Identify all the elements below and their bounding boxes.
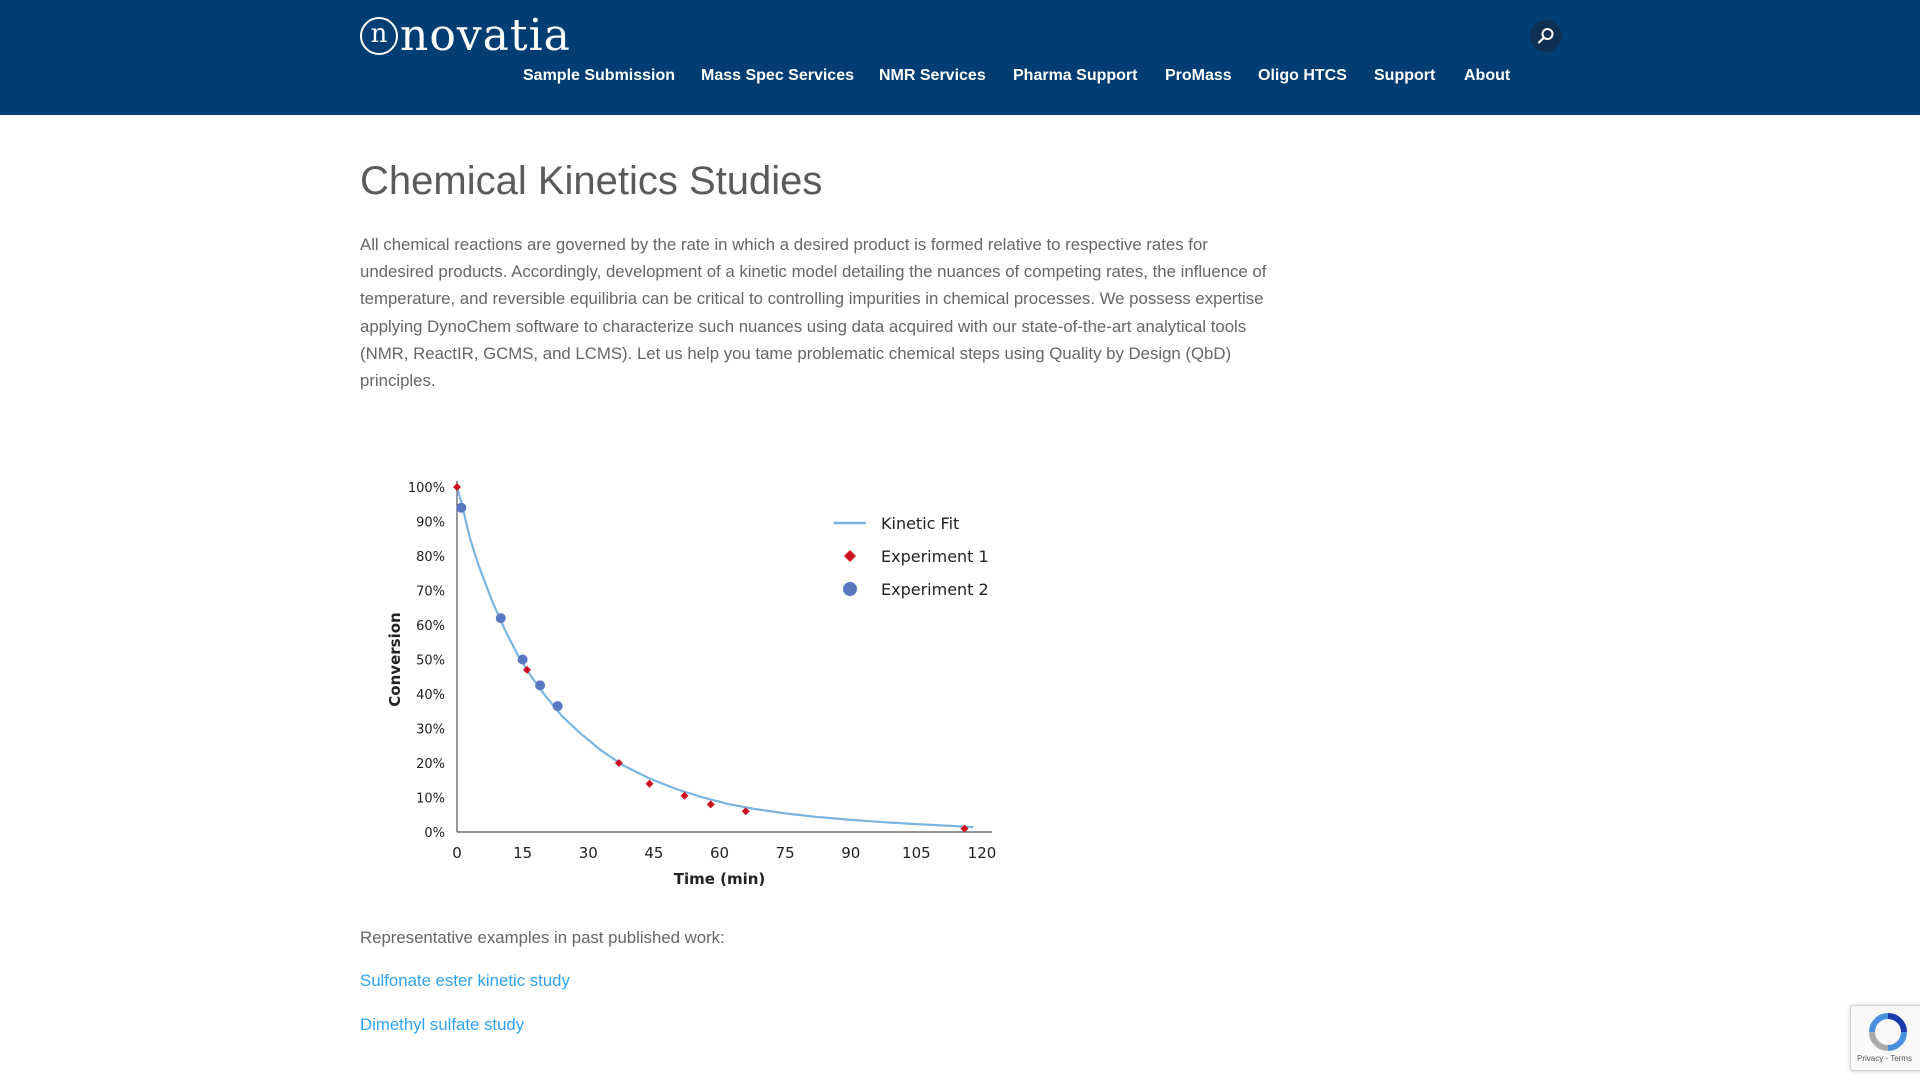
y-tick-label: 20% xyxy=(416,757,445,772)
nav-about[interactable]: About xyxy=(1464,67,1511,84)
experiment-2-point xyxy=(456,502,467,513)
experiment-1-point xyxy=(706,800,715,809)
link-sulfonate-ester-study[interactable]: Sulfonate ester kinetic study xyxy=(360,971,570,990)
logo-mark: n xyxy=(360,17,398,55)
nav-promass[interactable]: ProMass xyxy=(1165,67,1232,84)
x-tick-label: 0 xyxy=(452,844,462,862)
kinetic-fit-line xyxy=(455,486,974,829)
site-header: n novatia Sample Submission Mass Spec Se… xyxy=(0,0,1920,115)
x-axis-title: Time (min) xyxy=(674,870,766,888)
legend-label: Experiment 1 xyxy=(881,547,989,566)
x-tick-label: 90 xyxy=(841,844,860,862)
nav-oligo-htcs[interactable]: Oligo HTCS xyxy=(1258,67,1347,84)
kinetics-chart: 0% 10% 20% 30% 40% 50% 60% 70% 80% 90% 100% 0 15 30 45… xyxy=(386,481,997,888)
experiment-1-point xyxy=(741,807,750,816)
logo-text: novatia xyxy=(400,10,571,61)
nav-support[interactable]: Support xyxy=(1374,67,1436,84)
experiment-1-point xyxy=(680,791,689,800)
y-tick-label: 80% xyxy=(416,550,445,565)
legend-label: Kinetic Fit xyxy=(881,514,959,533)
x-tick-label: 30 xyxy=(579,844,598,862)
search-button[interactable] xyxy=(1530,20,1562,52)
page-title: Chemical Kinetics Studies xyxy=(360,159,823,203)
nav-mass-spec-services[interactable]: Mass Spec Services xyxy=(701,67,854,84)
x-tick-label: 60 xyxy=(710,844,729,862)
experiment-1-point xyxy=(645,779,654,788)
y-tick-label: 100% xyxy=(408,481,445,496)
x-tick-label: 105 xyxy=(902,844,931,862)
x-tick-label: 45 xyxy=(644,844,663,862)
x-tick-label: 120 xyxy=(968,844,997,862)
legend-experiment-1-swatch xyxy=(844,550,856,562)
x-tick-label: 75 xyxy=(776,844,795,862)
recaptcha-badge[interactable]: Privacy - Terms xyxy=(1850,1005,1920,1071)
novatia-logo[interactable]: n novatia xyxy=(360,12,571,60)
experiment-1-point xyxy=(523,665,531,674)
x-tick-label: 15 xyxy=(513,844,532,862)
nav-sample-submission[interactable]: Sample Submission xyxy=(523,67,676,84)
y-tick-label: 0% xyxy=(424,826,445,841)
y-tick-label: 10% xyxy=(416,792,445,807)
y-tick-label: 50% xyxy=(416,654,445,669)
experiment-2-point xyxy=(495,613,506,624)
experiment-1-point xyxy=(453,483,461,491)
experiment-2-point xyxy=(517,654,528,665)
y-tick-label: 60% xyxy=(416,619,445,634)
recaptcha-icon xyxy=(1869,1013,1907,1051)
y-axis-title: Conversion xyxy=(386,612,404,706)
search-icon xyxy=(1537,28,1554,44)
y-tick-label: 70% xyxy=(416,585,445,600)
legend-label: Experiment 2 xyxy=(881,580,989,599)
experiment-2-point xyxy=(552,701,563,712)
legend-experiment-2-swatch xyxy=(843,582,857,596)
recaptcha-links[interactable]: Privacy - Terms xyxy=(1857,1054,1912,1063)
experiment-1-point xyxy=(614,759,623,767)
nav-nmr-services[interactable]: NMR Services xyxy=(879,67,986,84)
nav-pharma-support[interactable]: Pharma Support xyxy=(1013,67,1138,84)
y-tick-label: 30% xyxy=(416,723,445,738)
link-dimethyl-sulfate-study[interactable]: Dimethyl sulfate study xyxy=(360,1015,525,1034)
intro-paragraph: All chemical reactions are governed by t… xyxy=(360,235,1267,391)
y-tick-label: 40% xyxy=(416,688,445,703)
experiment-1-point xyxy=(960,824,969,833)
y-tick-label: 90% xyxy=(416,516,445,531)
representative-examples-text: Representative examples in past publishe… xyxy=(360,928,725,947)
experiment-2-point xyxy=(535,680,546,691)
